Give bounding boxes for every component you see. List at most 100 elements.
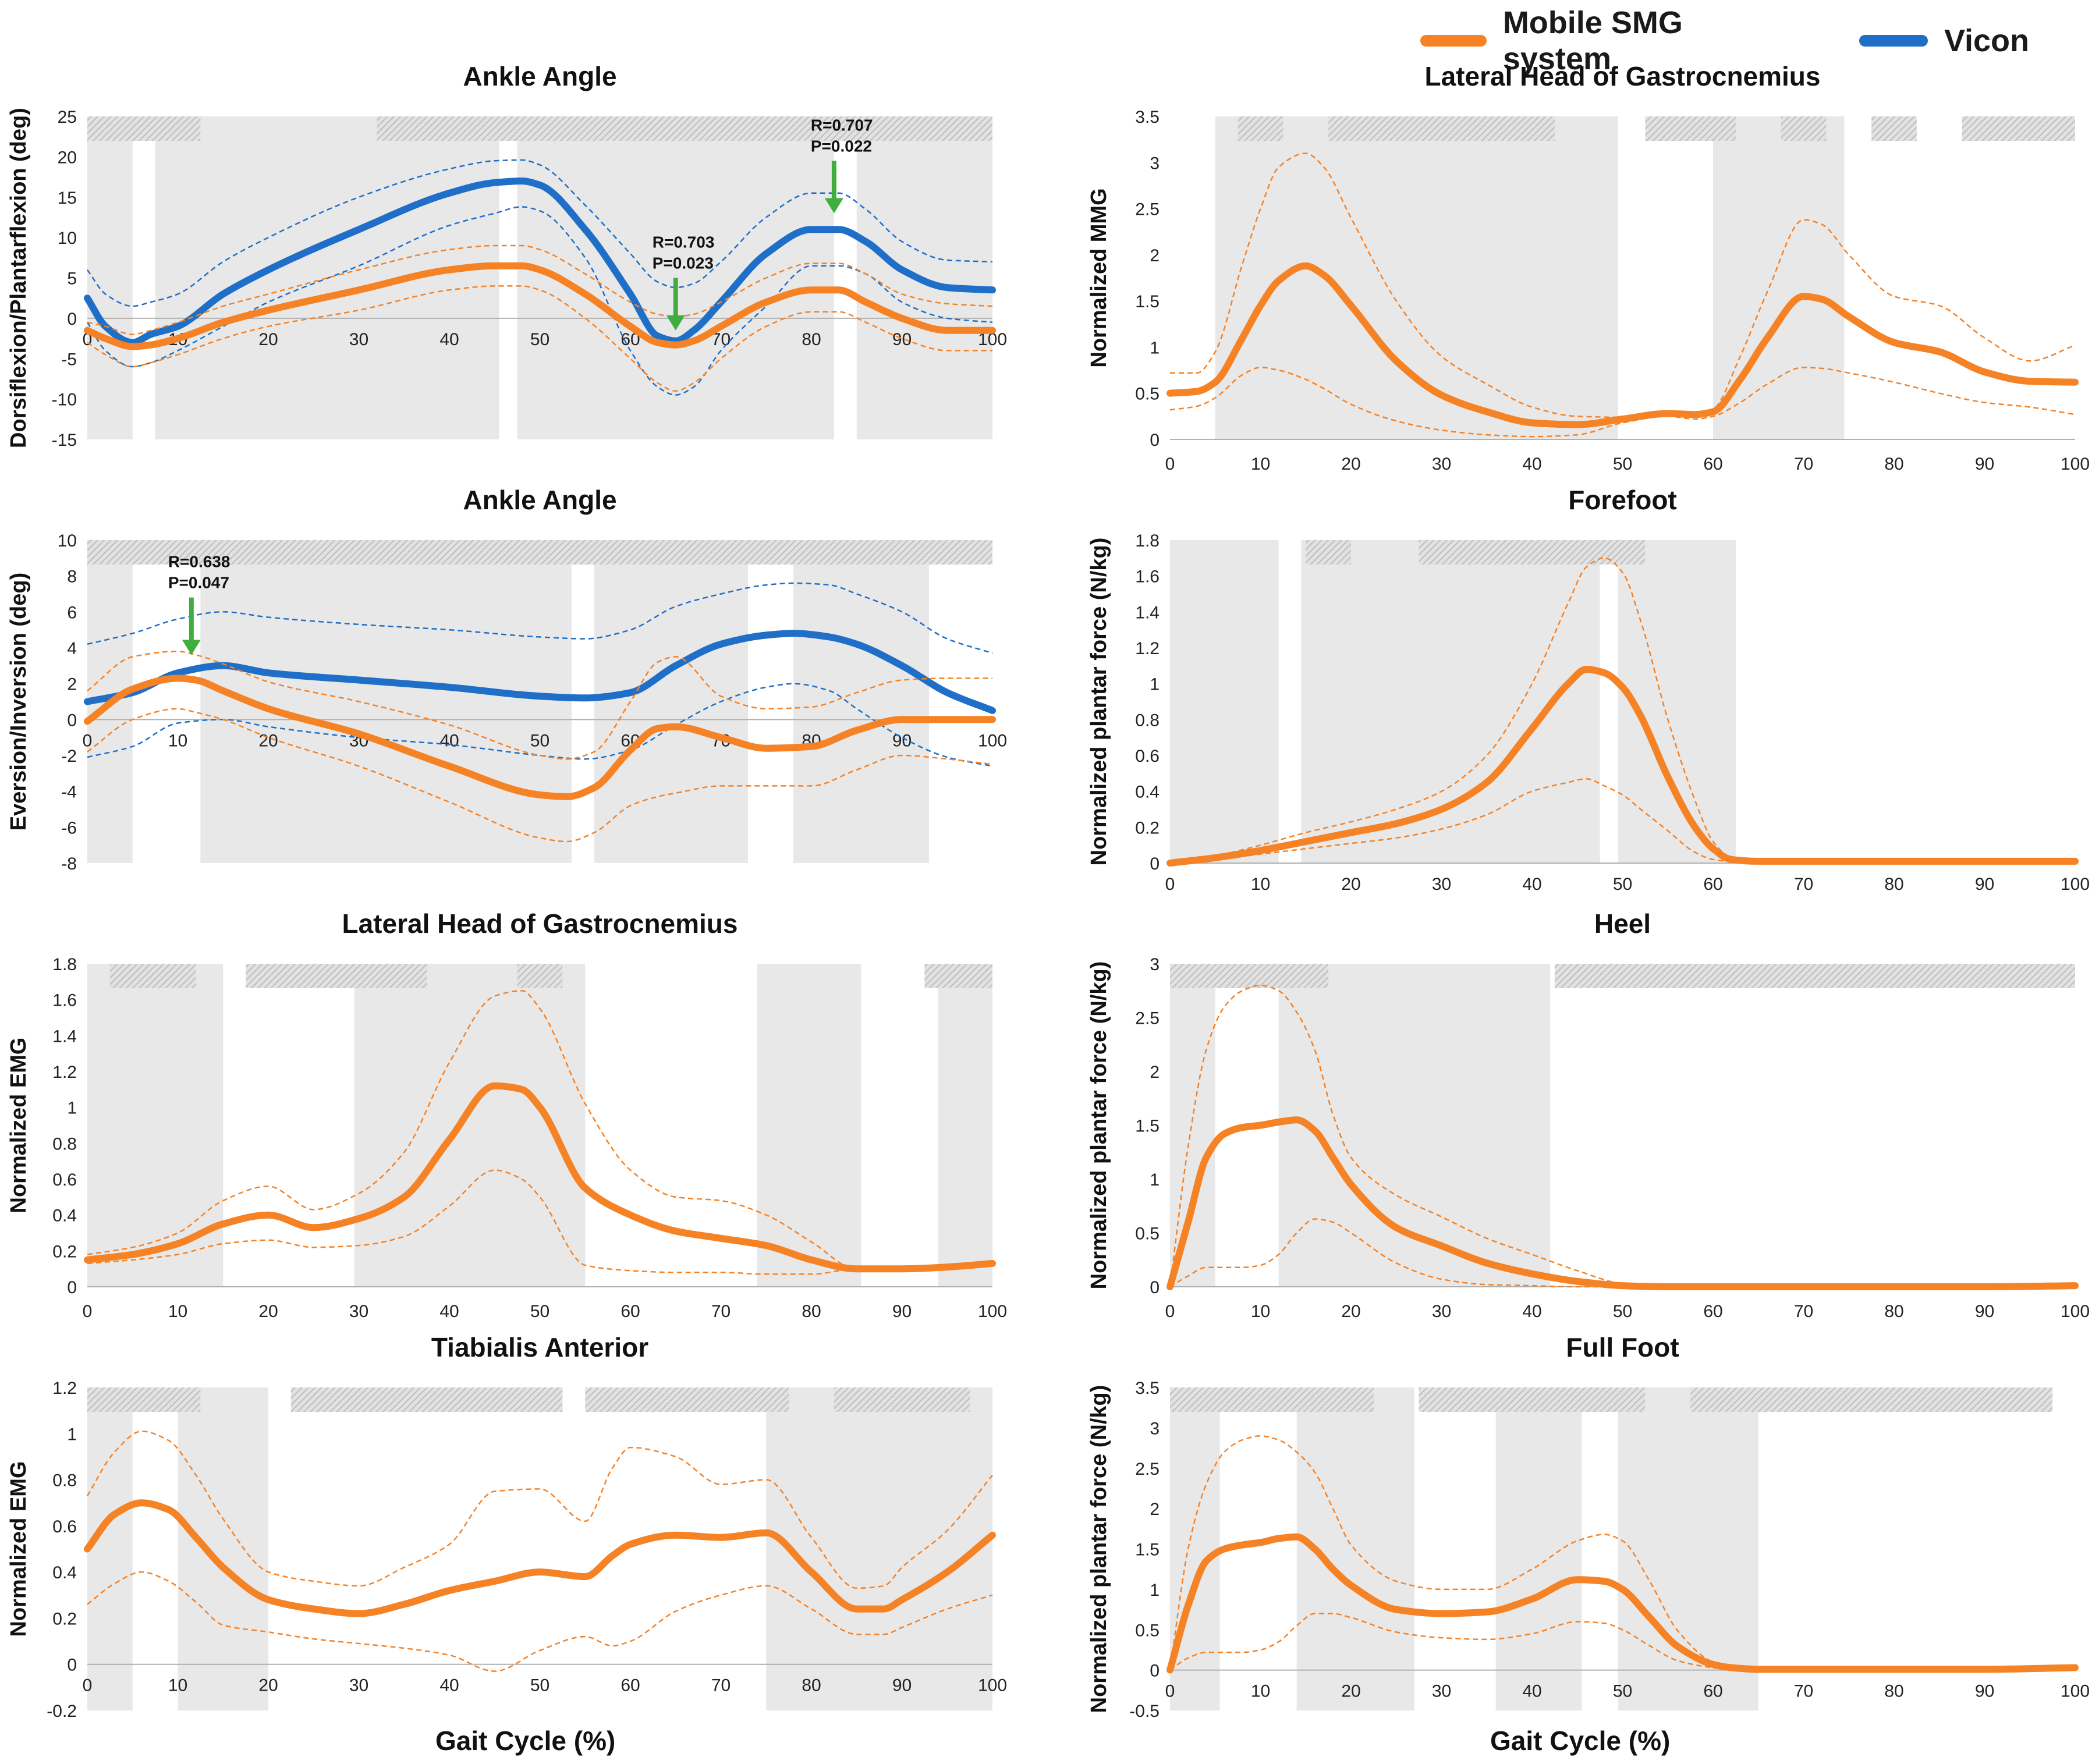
y-tick-label: 3 bbox=[1150, 1419, 1160, 1438]
hatched-bar bbox=[1238, 116, 1283, 141]
x-tick-label: 100 bbox=[978, 731, 1007, 750]
vicon-mean-line bbox=[84, 630, 996, 714]
mobile-lower-band bbox=[1169, 1613, 2076, 1671]
y-tick-label: 25 bbox=[58, 108, 77, 127]
chart-lg-mmg: Lateral Head of Gastrocnemius 3.5 3 2.5 2 1.5… bbox=[1087, 61, 2090, 474]
shaded-region bbox=[1170, 540, 1279, 863]
x-tick-label: 60 bbox=[1703, 455, 1722, 474]
legend-swatch-orange bbox=[1420, 35, 1487, 47]
y-tick-label: 0.5 bbox=[1135, 385, 1160, 404]
x-tick-label: 10 bbox=[1251, 875, 1270, 894]
x-tick-label: 50 bbox=[530, 731, 549, 750]
hatched-bar bbox=[87, 116, 201, 141]
x-tick-label: 30 bbox=[1432, 1302, 1451, 1321]
chart-title: Heel bbox=[1594, 908, 1651, 939]
x-tick-label: 90 bbox=[892, 1302, 912, 1321]
y-tick-label: 2.5 bbox=[1135, 200, 1160, 219]
annotation-arrowhead bbox=[182, 640, 201, 655]
y-tick-label: 0.6 bbox=[52, 1170, 77, 1190]
y-tick-label: 1 bbox=[1150, 1170, 1160, 1190]
y-tick-label: 0.4 bbox=[52, 1563, 77, 1582]
x-tick-label: 20 bbox=[1341, 455, 1360, 474]
y-axis-label: Normalized plantar force (N/kg) bbox=[1087, 538, 1111, 866]
hatched-bar bbox=[87, 540, 992, 565]
mobile-mean-line bbox=[84, 262, 996, 350]
y-tick-label: 2 bbox=[1150, 246, 1160, 265]
x-tick-label: 20 bbox=[1341, 1302, 1360, 1321]
x-tick-label: 100 bbox=[2061, 875, 2090, 894]
annotation-p: P=0.047 bbox=[168, 574, 229, 592]
shaded-region bbox=[178, 1387, 268, 1710]
y-tick-label: 4 bbox=[67, 639, 77, 658]
hatched-bar bbox=[1962, 116, 2075, 141]
x-tick-label: 30 bbox=[1432, 1682, 1451, 1701]
x-tick-label: 10 bbox=[168, 1676, 187, 1695]
y-tick-label: 2 bbox=[67, 675, 77, 694]
hatched-bar bbox=[87, 1387, 201, 1412]
shaded-region bbox=[87, 116, 133, 439]
mobile-lower-band bbox=[1169, 367, 2076, 438]
x-tick-label: 100 bbox=[978, 1676, 1007, 1695]
chart-forefoot: Forefoot 1.8 1.6 1.4 1.2 1 0.8 0.6 0.4 0.2 00 10 20 3… bbox=[1087, 485, 2090, 894]
y-axis-label: Normalized EMG bbox=[6, 1038, 31, 1213]
mobile-upper-band bbox=[1169, 152, 2076, 418]
y-tick-label: 1.2 bbox=[52, 1379, 77, 1398]
y-tick-label: 8 bbox=[67, 567, 77, 587]
chart-title: Ankle Angle bbox=[463, 61, 616, 91]
y-tick-label: 0.6 bbox=[1135, 747, 1160, 766]
x-tick-label: 60 bbox=[621, 1676, 640, 1695]
y-tick-label: 0.2 bbox=[52, 1242, 77, 1261]
y-axis-label: Normalized plantar force (N/kg) bbox=[1087, 1385, 1111, 1713]
chart-full-foot: Full Foot 3.5 3 2.5 2 1.5 1 0.5 0 -0.5 0 10 20 30 40 50… bbox=[1087, 1332, 2090, 1721]
x-axis-title-right: Gait Cycle (%) bbox=[1490, 1726, 1671, 1756]
x-tick-label: 90 bbox=[1975, 1682, 1994, 1701]
y-tick-label: 0.8 bbox=[52, 1134, 77, 1153]
x-tick-label: 0 bbox=[83, 1302, 93, 1321]
shaded-region bbox=[354, 964, 586, 1287]
chart-title: Lateral Head of Gastrocnemius bbox=[1425, 61, 1821, 91]
y-tick-label: 1.6 bbox=[52, 991, 77, 1010]
x-tick-label: 50 bbox=[1613, 1302, 1632, 1321]
hatched-bar bbox=[1170, 964, 1329, 988]
mobile-mean-line bbox=[1166, 1533, 2079, 1674]
mobile-lower-band bbox=[87, 708, 993, 843]
x-tick-label: 70 bbox=[711, 1302, 731, 1321]
y-tick-label: 6 bbox=[67, 603, 77, 622]
y-tick-label: 1.8 bbox=[52, 955, 77, 974]
shaded-region bbox=[1618, 540, 1736, 863]
y-tick-label: 0.5 bbox=[1135, 1224, 1160, 1244]
x-tick-label: 0 bbox=[83, 731, 93, 750]
x-tick-label: 60 bbox=[1703, 1682, 1722, 1701]
x-tick-label: 90 bbox=[892, 1676, 912, 1695]
y-tick-label: 5 bbox=[67, 269, 77, 289]
vicon-mean-line bbox=[84, 178, 996, 346]
legend-label-mobile: Mobile SMG system bbox=[1502, 5, 1683, 76]
y-tick-label: 0 bbox=[67, 1656, 77, 1675]
chart-title: Ankle Angle bbox=[463, 485, 616, 515]
x-tick-label: 90 bbox=[1975, 875, 1994, 894]
x-tick-label: 20 bbox=[258, 731, 278, 750]
y-tick-label: -0.5 bbox=[1129, 1702, 1160, 1721]
y-tick-label: 0.4 bbox=[52, 1206, 77, 1226]
legend: Mobile SMG system Vicon bbox=[1420, 5, 2099, 77]
x-tick-label: 30 bbox=[349, 1302, 368, 1321]
x-tick-label: 90 bbox=[1975, 1302, 1994, 1321]
x-tick-label: 20 bbox=[1341, 875, 1360, 894]
shaded-region bbox=[1170, 1387, 1220, 1710]
shaded-region bbox=[1170, 964, 1215, 1287]
y-tick-label: 0.6 bbox=[52, 1517, 77, 1536]
annotation-p: P=0.023 bbox=[653, 254, 714, 272]
y-tick-label: 1 bbox=[67, 1099, 77, 1118]
x-tick-label: 40 bbox=[439, 731, 459, 750]
x-tick-label: 70 bbox=[1794, 875, 1813, 894]
mobile-mean-line bbox=[1166, 1116, 2079, 1290]
y-tick-label: 1 bbox=[1150, 1581, 1160, 1600]
shaded-region bbox=[757, 964, 861, 1287]
x-tick-label: 20 bbox=[258, 330, 278, 349]
x-tick-label: 50 bbox=[530, 330, 549, 349]
shaded-region bbox=[793, 540, 930, 863]
chart-title: Full Foot bbox=[1566, 1332, 1679, 1362]
mobile-lower-band bbox=[87, 1169, 993, 1275]
shaded-region bbox=[1215, 116, 1618, 439]
